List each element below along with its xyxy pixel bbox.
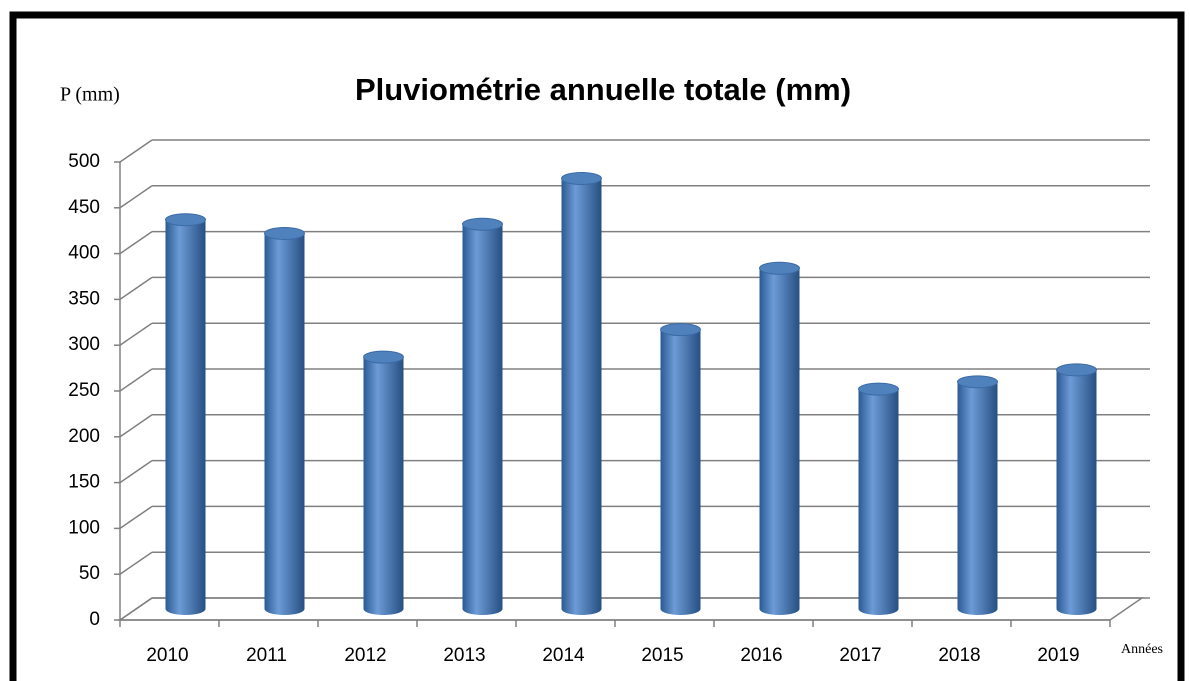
- grid-line-side: [119, 551, 153, 575]
- bar: [1056, 369, 1097, 615]
- x-tick-label: 2014: [542, 645, 585, 666]
- grid-line-side: [119, 459, 153, 484]
- grid-line-side: [119, 322, 153, 346]
- x-axis-label: Années: [1121, 642, 1163, 657]
- grid-line-side: [119, 414, 153, 438]
- chart-title: Pluviométrie annuelle totale (mm): [355, 72, 851, 107]
- bar: [165, 219, 206, 615]
- bar: [858, 389, 899, 615]
- y-tick-label: 400: [68, 243, 100, 264]
- x-tick-label: 2016: [740, 645, 782, 666]
- bar: [759, 268, 800, 615]
- x-tick-label: 2012: [344, 645, 386, 666]
- y-tick-label: 300: [68, 334, 100, 355]
- bar-top: [561, 171, 602, 185]
- y-tick-label: 100: [68, 517, 100, 538]
- y-tick-label: 0: [89, 609, 100, 630]
- grid-line-side: [119, 597, 153, 621]
- bar: [957, 381, 998, 615]
- y-tick-label: 500: [68, 151, 100, 172]
- y-tick-label: 350: [68, 288, 100, 309]
- y-tick-label: 200: [68, 426, 100, 447]
- grid-line-side: [119, 368, 153, 392]
- y-tick-label: 50: [79, 563, 100, 584]
- x-tick-label: 2013: [443, 645, 485, 666]
- bar-top: [1056, 363, 1097, 377]
- y-axis-label: P (mm): [60, 84, 120, 106]
- bar: [264, 233, 305, 615]
- bar-top: [957, 375, 998, 389]
- grid-line-side: [119, 185, 153, 209]
- bar-top: [759, 261, 800, 275]
- bar: [462, 224, 503, 615]
- x-tick-label: 2011: [246, 645, 287, 666]
- bar-top: [858, 382, 899, 396]
- bar-top: [363, 350, 404, 364]
- grid-line-side: [119, 505, 153, 530]
- bar: [561, 178, 602, 616]
- x-tick-label: 2015: [641, 645, 683, 666]
- bar-top: [660, 323, 701, 337]
- bar-top: [264, 226, 305, 240]
- y-tick-label: 450: [68, 197, 100, 218]
- x-tick-label: 2018: [938, 645, 980, 666]
- y-tick-label: 250: [68, 380, 100, 401]
- grid-line-side: [119, 276, 153, 301]
- bar-top: [462, 217, 503, 231]
- y-tick-label: 150: [68, 472, 100, 493]
- x-tick-label: 2019: [1037, 645, 1079, 666]
- grid-line-side: [119, 139, 153, 163]
- bar: [363, 357, 404, 615]
- x-tick-label: 2017: [839, 645, 881, 666]
- bar: [660, 329, 701, 615]
- frame: [9, 11, 1185, 681]
- x-tick-label: 2010: [146, 645, 188, 666]
- bar-top: [165, 213, 206, 227]
- grid-line-side: [119, 230, 153, 255]
